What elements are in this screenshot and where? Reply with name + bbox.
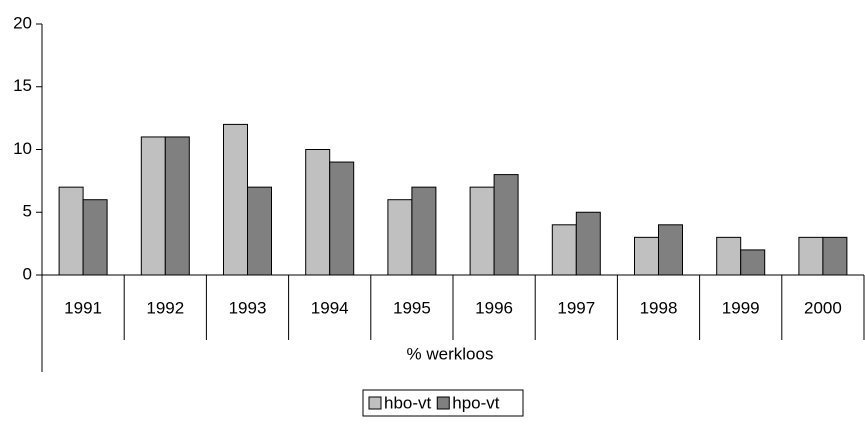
bar xyxy=(58,186,84,276)
legend-label: hbo-vt xyxy=(384,393,432,412)
x-tick-label: 1999 xyxy=(722,298,760,317)
x-tick-label: 1996 xyxy=(475,298,513,317)
x-tick-label: 2000 xyxy=(804,298,842,317)
bar xyxy=(658,224,683,276)
bar xyxy=(822,236,848,276)
bar xyxy=(247,186,272,276)
bar xyxy=(164,136,190,276)
y-tick-label: 0 xyxy=(23,264,32,283)
legend-label: hpo-vt xyxy=(452,393,500,412)
bar xyxy=(493,174,519,276)
x-tick-label: 1992 xyxy=(146,298,184,317)
bar xyxy=(223,123,248,276)
bar xyxy=(740,249,766,276)
bar xyxy=(469,186,495,276)
legend-swatch xyxy=(368,396,382,410)
bar xyxy=(551,224,577,276)
bar xyxy=(140,136,166,276)
x-tick-label: 1995 xyxy=(393,298,431,317)
bar xyxy=(387,199,413,276)
bar xyxy=(329,161,355,276)
x-tick-label: 1991 xyxy=(64,298,102,317)
y-tick-label: 10 xyxy=(13,139,32,158)
bar xyxy=(798,236,824,276)
x-axis-title: % werkloos xyxy=(407,344,494,363)
bar xyxy=(411,186,437,276)
x-tick-label: 1993 xyxy=(229,298,267,317)
y-tick-label: 5 xyxy=(23,202,32,221)
bar xyxy=(634,236,659,276)
y-tick-label: 20 xyxy=(13,13,32,32)
bar xyxy=(305,149,331,276)
bar xyxy=(716,236,742,276)
bar xyxy=(575,211,601,276)
bar xyxy=(82,199,108,276)
x-tick-label: 1994 xyxy=(311,298,349,317)
x-tick-label: 1998 xyxy=(640,298,678,317)
x-tick-label: 1997 xyxy=(557,298,595,317)
legend-swatch xyxy=(436,396,450,410)
y-tick-label: 15 xyxy=(13,76,32,95)
